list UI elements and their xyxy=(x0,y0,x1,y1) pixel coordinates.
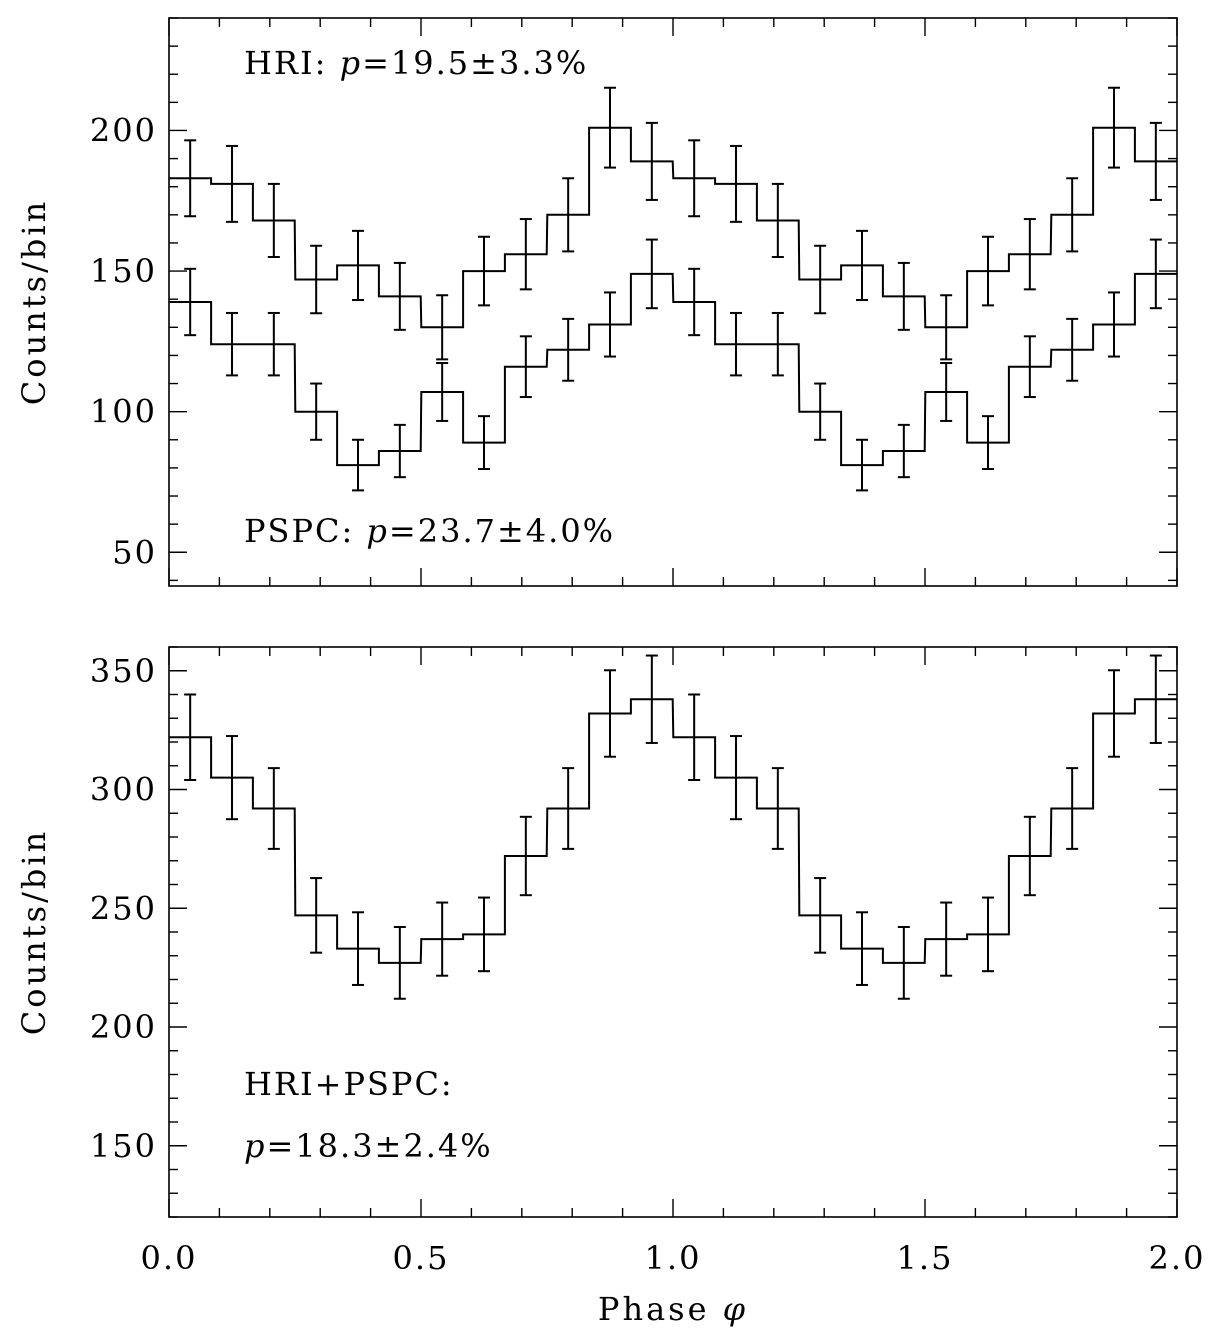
bottom-x-tick-label: 1.5 xyxy=(897,1239,954,1277)
combined-annotation-line1: HRI+PSPC: xyxy=(244,1065,454,1103)
combined-annotation-value: =18.3±2.4% xyxy=(266,1127,492,1165)
bottom-x-tick-label: 2.0 xyxy=(1149,1239,1206,1277)
bottom-x-tick-label: 1.0 xyxy=(645,1239,702,1277)
top-y-tick-label: 150 xyxy=(90,252,157,290)
hri-annotation-value: =19.5±3.3% xyxy=(362,44,588,82)
bottom-series-0-histogram xyxy=(169,698,1177,964)
combined-annotation-variable: p xyxy=(244,1127,266,1165)
top-series-1-histogram xyxy=(169,272,1177,467)
bottom-panel: 150 200 250 300 350 0.0 0.5 1.0 1.5 2.0 Counts/b… xyxy=(15,646,1206,1328)
hri-annotation-variable: p xyxy=(340,44,362,82)
pspc-annotation-variable: p xyxy=(366,512,388,550)
x-axis-label-text: Phase xyxy=(598,1290,723,1328)
x-axis-label: Phase φ xyxy=(598,1290,748,1328)
bottom-y-tick-label: 200 xyxy=(90,1008,157,1046)
bottom-y-axis-label: Counts/bin xyxy=(15,829,53,1035)
top-series-group xyxy=(169,86,1177,492)
top-y-tick-labels: 50 100 150 200 xyxy=(90,111,157,571)
top-y-tick-label: 200 xyxy=(90,111,157,149)
top-y-tick-label: 50 xyxy=(112,533,157,571)
bottom-x-tick-labels: 0.0 0.5 1.0 1.5 2.0 xyxy=(141,1239,1206,1277)
top-series-0-histogram xyxy=(169,126,1177,329)
bottom-x-tick-label: 0.5 xyxy=(393,1239,450,1277)
hri-annotation-prefix: HRI: xyxy=(244,44,340,82)
bottom-axis-ticks xyxy=(168,646,1178,1218)
pspc-annotation-prefix: PSPC: xyxy=(244,512,366,550)
bottom-x-tick-label: 0.0 xyxy=(141,1239,198,1277)
top-y-tick-label: 100 xyxy=(90,393,157,431)
bottom-series-group xyxy=(169,654,1177,1000)
bottom-y-tick-label: 350 xyxy=(90,652,157,690)
bottom-y-tick-label: 250 xyxy=(90,889,157,927)
top-axis-ticks xyxy=(168,17,1178,586)
pspc-annotation-value: =23.7±4.0% xyxy=(389,512,615,550)
combined-annotation-line2: p=18.3±2.4% xyxy=(244,1127,493,1165)
top-y-axis-label: Counts/bin xyxy=(15,199,53,405)
bottom-y-tick-labels: 150 200 250 300 350 xyxy=(90,652,157,1165)
pspc-annotation: PSPC: p=23.7±4.0% xyxy=(244,512,615,550)
bottom-y-tick-label: 150 xyxy=(90,1127,157,1165)
x-axis-label-symbol: φ xyxy=(723,1290,748,1328)
hri-annotation: HRI: p=19.5±3.3% xyxy=(244,44,588,82)
bottom-y-tick-label: 300 xyxy=(90,771,157,809)
